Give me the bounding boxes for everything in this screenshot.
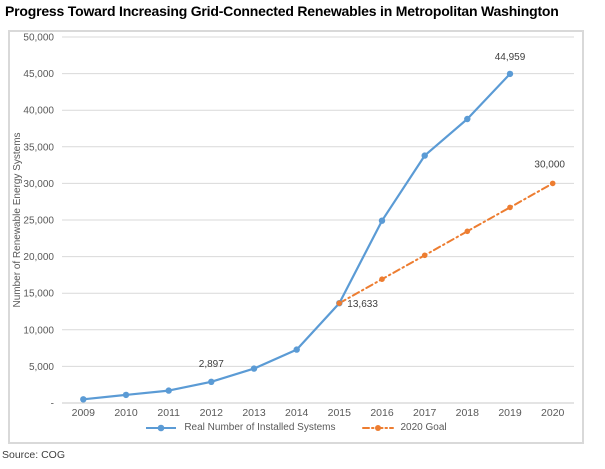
- y-tick-label: -: [51, 399, 54, 410]
- y-tick-label: 30,000: [23, 179, 54, 190]
- data-point-marker: [379, 276, 385, 282]
- data-point-marker: [378, 217, 386, 224]
- chart-title: Progress Toward Increasing Grid-Connecte…: [5, 3, 559, 19]
- legend-item-2020-goal: 2020 Goal: [361, 422, 447, 433]
- legend-marker-goal: [374, 424, 381, 431]
- legend-sample-dash-dot-line-icon: [361, 424, 394, 431]
- chart-frame: - 5,000 10,000 15,000 20,000 25,000 30,000 35,0…: [8, 30, 584, 444]
- y-tick-label: 40,000: [23, 106, 54, 117]
- data-point-marker: [421, 252, 428, 259]
- series-line-dash-dot: [338, 182, 554, 305]
- x-tick-label: 2016: [370, 407, 394, 419]
- data-point-marker: [293, 346, 300, 353]
- legend-label-2020-goal: 2020 Goal: [400, 422, 447, 433]
- y-tick-label: 10,000: [23, 325, 54, 336]
- legend-label-installed-systems: Real Number of Installed Systems: [184, 422, 336, 433]
- y-tick-label: 5,000: [29, 362, 54, 373]
- y-tick-label: 15,000: [23, 289, 54, 300]
- x-tick-label: 2019: [498, 407, 522, 419]
- x-tick-label: 2009: [72, 407, 96, 419]
- x-tick-label: 2015: [328, 407, 352, 419]
- data-point-marker: [506, 70, 514, 78]
- x-tick-label: 2013: [242, 407, 266, 419]
- y-tick-label: 50,000: [23, 33, 54, 44]
- chart-legend: Real Number of Installed Systems 2020 Go…: [10, 422, 582, 433]
- data-point-marker: [208, 378, 215, 385]
- data-point-marker: [336, 300, 343, 307]
- data-label: 44,959: [495, 52, 526, 63]
- data-point-marker: [549, 180, 556, 187]
- x-tick-label: 2018: [456, 407, 480, 419]
- data-point-marker: [122, 391, 130, 399]
- x-tick-label: 2017: [413, 407, 437, 419]
- data-point-marker: [250, 365, 258, 372]
- data-label: 2,897: [199, 359, 224, 370]
- legend-sample-solid-line-icon: [146, 424, 177, 431]
- line-chart-canvas: - 5,000 10,000 15,000 20,000 25,000 30,000 35,0…: [12, 33, 574, 419]
- data-point-marker: [464, 115, 471, 123]
- data-point-marker: [80, 396, 87, 403]
- y-tick-label: 20,000: [23, 252, 54, 263]
- y-tick-label: 35,000: [23, 142, 54, 153]
- data-label: 30,000: [534, 159, 565, 170]
- x-tick-label: 2014: [285, 407, 309, 419]
- data-point-marker: [421, 152, 428, 159]
- legend-item-installed-systems: Real Number of Installed Systems: [145, 422, 336, 433]
- data-label: 13,633: [347, 299, 378, 310]
- x-tick-label: 2010: [114, 407, 138, 419]
- y-tick-label: 25,000: [23, 216, 54, 227]
- x-tick-label: 2012: [200, 407, 224, 419]
- y-axis-title: Number of Renewable Energy Systems: [12, 132, 23, 307]
- x-tick-label: 2011: [157, 407, 180, 419]
- legend-marker-real: [158, 424, 165, 431]
- y-tick-label: 45,000: [23, 69, 54, 80]
- source-note: Source: COG: [2, 449, 66, 461]
- data-point-marker: [165, 387, 172, 394]
- x-tick-label: 2020: [541, 407, 565, 419]
- data-point-marker: [464, 228, 471, 235]
- data-point-marker: [507, 204, 513, 211]
